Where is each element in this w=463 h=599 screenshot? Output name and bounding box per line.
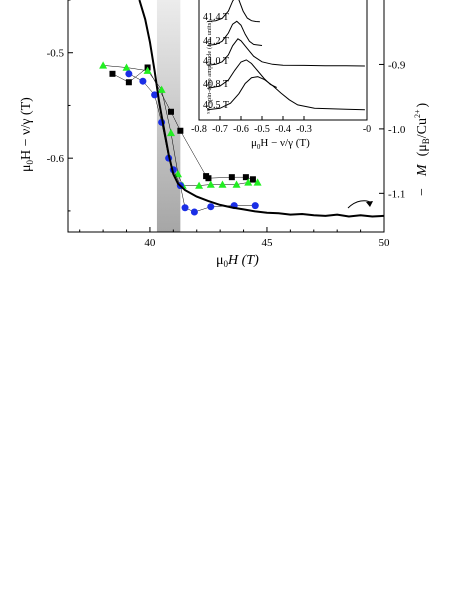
inset-x-axis-label-rest: H − ν/γ (T) xyxy=(260,137,310,149)
right-y-axis-title-unit-c: ) xyxy=(415,102,430,107)
inset-spectra: 41.4 T 41.2 T 41.0 T 40.8 T 40.5 T xyxy=(203,0,365,111)
x-axis-title-mu: μ xyxy=(216,253,224,268)
inset-spectrum-label: 40.8 T xyxy=(203,79,229,90)
inset-x-tick-label: -0 xyxy=(363,124,371,135)
right-y-axis-title-m: M xyxy=(415,163,430,177)
triangle-marker xyxy=(195,181,204,189)
triangle-marker xyxy=(253,178,262,186)
x-axis-title: μ0H (T) xyxy=(216,253,259,269)
inset-axis-ticks: -0.8 -0.7 -0.6 -0.5 -0.4 -0.3 -0 xyxy=(191,116,371,135)
inset-spectrum xyxy=(207,38,365,67)
circle-marker xyxy=(151,91,159,99)
right-y-axis-title-unit-a: (μ xyxy=(415,144,430,156)
circle-marker xyxy=(125,70,133,78)
main-data-series xyxy=(99,0,384,218)
triangle-marker xyxy=(157,85,166,93)
right-y-axis-title-unit-sup: 2+ xyxy=(413,109,422,118)
inset-x-tick-label: -0.4 xyxy=(275,124,291,135)
x-tick-label: 50 xyxy=(379,237,391,249)
circle-marker xyxy=(251,202,259,210)
right-y-axis-title: − M (μB/Cu2+) xyxy=(413,102,431,196)
triangle-marker xyxy=(232,180,241,188)
right-y-axis-title-unit-sub: B xyxy=(421,138,431,144)
triangle-marker xyxy=(166,128,175,137)
right-axis-arrow xyxy=(347,200,373,209)
main-axis-ticks: 40 45 50 -0.5 -0.6 -0.9 -1.0 -1.1 xyxy=(47,0,406,249)
circle-series-connector xyxy=(128,73,256,213)
right-y-tick-label: -1.1 xyxy=(388,188,405,200)
transition-shaded-region xyxy=(156,0,181,232)
triangle-marker xyxy=(244,178,253,186)
inset-x-tick-label: -0.3 xyxy=(296,124,312,135)
circle-marker xyxy=(207,203,215,211)
inset-x-axis-label-mu: μ xyxy=(251,137,257,149)
square-marker xyxy=(109,70,116,77)
circle-marker xyxy=(190,208,198,216)
main-axes-frame xyxy=(67,0,385,233)
triangle-marker xyxy=(218,180,227,188)
inset-x-axis-label: μ0H − ν/γ (T) xyxy=(251,137,310,151)
inset-panel: -0.8 -0.7 -0.6 -0.5 -0.4 -0.3 -0 41.4 T41.2 T4… xyxy=(191,0,371,151)
inset-spectrum-label: 40.5 T xyxy=(203,100,229,111)
circle-marker xyxy=(139,77,147,85)
x-tick-label: 40 xyxy=(144,237,156,249)
square-marker xyxy=(167,108,174,115)
circle-marker xyxy=(181,204,189,212)
inset-x-tick-label: -0.6 xyxy=(233,124,249,135)
square-marker xyxy=(249,176,256,183)
inset-spectrum-label: 41.0 T xyxy=(203,56,229,67)
right-y-axis-title-unit-b: /Cu xyxy=(415,118,430,138)
left-y-axis-title-rest: H − ν/γ (T) xyxy=(19,97,34,160)
square-marker xyxy=(242,174,249,181)
triangle-marker xyxy=(143,66,152,74)
right-y-tick-label: -1.0 xyxy=(388,124,406,136)
square-series-connector xyxy=(112,67,253,180)
left-y-tick-label: -0.5 xyxy=(47,48,65,60)
x-axis-title-sub: 0 xyxy=(224,259,229,269)
x-axis-title-rest: H (T) xyxy=(227,253,259,268)
triangle-marker xyxy=(206,180,215,188)
left-y-axis-title-sub: 0 xyxy=(25,159,35,164)
inset-x-tick-label: -0.8 xyxy=(191,124,207,135)
triangle-marker xyxy=(99,61,108,69)
inset-spectrum xyxy=(207,20,263,46)
square-marker xyxy=(125,79,132,86)
inset-x-tick-label: -0.7 xyxy=(212,124,228,135)
square-marker xyxy=(228,174,235,181)
left-y-axis-title-mu: μ xyxy=(19,164,34,172)
triangle-marker xyxy=(122,63,131,71)
right-y-axis-title-dash: − xyxy=(415,188,430,196)
inset-y-axis-label: ⁵¹V spin-echo amplitude (arb. units) xyxy=(206,21,213,114)
square-marker xyxy=(177,127,184,134)
x-tick-label: 45 xyxy=(261,237,273,249)
inset-x-tick-label: -0.5 xyxy=(254,124,270,135)
square-marker xyxy=(205,175,212,182)
inset-x-axis-label-sub: 0 xyxy=(257,143,261,151)
left-y-tick-label: -0.6 xyxy=(47,153,65,165)
inset-spectrum xyxy=(207,76,365,111)
right-y-tick-label: -0.9 xyxy=(388,59,406,71)
magnetization-curve xyxy=(138,0,384,218)
inset-spectrum-label: 41.4 T xyxy=(203,12,229,23)
inset-spectrum-label: 41.2 T xyxy=(203,36,229,47)
left-y-axis-title: μ0H − ν/γ (T) xyxy=(19,97,35,172)
inset-spectrum xyxy=(207,0,260,23)
